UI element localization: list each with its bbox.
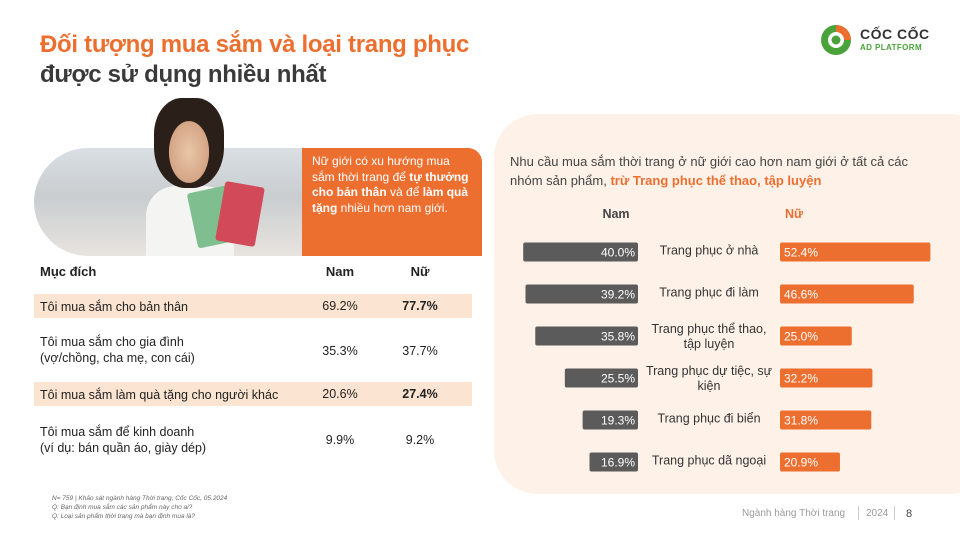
row-label-line-2: (vợ/chồng, cha mẹ, con cái) (40, 351, 195, 365)
footnote-line-1: N= 759 | Khảo sát ngành hàng Thời trang,… (52, 495, 228, 502)
page-title: Đối tượng mua sắm và loại trang phục đượ… (40, 30, 469, 90)
bar-nu (780, 242, 931, 262)
chart-panel-background (494, 114, 960, 494)
header-nu: Nữ (410, 264, 430, 279)
category-label: Trang phục đi làm (659, 286, 759, 300)
table-row: Tôi mua sắm cho gia đình (vợ/chồng, cha … (34, 332, 472, 370)
category-label: tập luyện (684, 337, 735, 351)
header-nam: Nam (325, 264, 355, 279)
hero-callout-text: Nữ giới có xu hướng mua sắm thời trang đ… (312, 154, 472, 216)
bar-label-nam: 35.8% (601, 330, 635, 344)
bar-label-nam: 19.3% (601, 414, 635, 428)
footnote-line-3: Q: Loại sản phẩm thời trang mà bạn định … (52, 513, 196, 520)
logo-brand: CỐC CỐC (860, 26, 930, 42)
hero-banner: Nữ giới có xu hướng mua sắm thời trang đ… (34, 98, 482, 256)
bar-nam (589, 452, 638, 472)
bar-nam (525, 284, 638, 304)
hero-text-bold-2: làm quà tặng (312, 185, 469, 215)
row-value-nu: 9.2% (405, 433, 435, 447)
bar-nu (780, 284, 914, 304)
bar-nam (535, 326, 638, 346)
row-label: Tôi mua sắm làm quà tặng cho người khác (40, 388, 279, 402)
bar-nam (564, 368, 638, 388)
row-label: Tôi mua sắm cho gia đình (vợ/chồng, cha … (40, 334, 195, 366)
hero-callout: Nữ giới có xu hướng mua sắm thời trang đ… (302, 148, 482, 256)
footer-divider (894, 506, 895, 520)
row-label: Tôi mua sắm cho bản thân (40, 300, 188, 314)
page-number: 8 (906, 508, 913, 520)
row-value-nam: 35.3% (322, 344, 358, 358)
chart-intro-text: Nhu cầu mua sắm thời trang ở nữ giới cao… (510, 154, 909, 188)
table-row: Tôi mua sắm để kinh doanh (ví dụ: bán qu… (34, 422, 472, 460)
bar-label-nu: 46.6% (784, 288, 818, 302)
footnote: N= 759 | Khảo sát ngành hàng Thời trang,… (52, 494, 227, 521)
row-label-line-1: Tôi mua sắm để kinh doanh (40, 425, 195, 439)
legend-nu: Nữ (785, 207, 804, 221)
hero-text-bold-1: tự thưởng cho bản thân (312, 169, 469, 200)
logo-sub: AD PLATFORM (860, 43, 923, 52)
title-line-1: Đối tượng mua sắm và loại trang phục (40, 31, 470, 58)
bar-label-nu: 25.0% (784, 330, 818, 344)
row-label-line-2: (ví dụ: bán quần áo, giày dép) (40, 441, 207, 455)
bar-nu (780, 410, 872, 430)
category-label: kiện (698, 379, 721, 393)
row-value-nam: 69.2% (322, 299, 358, 313)
hero-text-part-1: Nữ giới có xu hướng mua sắm thời trang đ… (312, 154, 450, 184)
coccoc-logo-icon (821, 25, 851, 55)
coccoc-logo: CỐC CỐC AD PLATFORM (818, 22, 938, 58)
row-value-nam: 20.6% (322, 387, 358, 401)
hero-text-part-3: nhiều hơn nam giới. (337, 200, 448, 215)
category-label: Trang phục thể thao, (652, 322, 767, 336)
bar-nu (780, 452, 840, 472)
apparel-type-chart: Nam Nữ 40.0% 52.4% Trang phục ở nhà 39.2% 46.6… (523, 207, 931, 472)
row-value-nam: 9.9% (325, 433, 355, 447)
row-label-line-1: Tôi mua sắm cho gia đình (40, 335, 184, 349)
photo-woman-head (154, 98, 224, 188)
row-label: Tôi mua sắm để kinh doanh (ví dụ: bán qu… (40, 424, 206, 456)
bar-nam (582, 410, 638, 430)
chart-intro-highlight: trừ Trang phục thể thao, tập luyện (610, 173, 822, 188)
row-value-nu: 27.4% (402, 387, 438, 401)
chart-intro: Nhu cầu mua sắm thời trang ở nữ giới cao… (510, 152, 910, 190)
footer-year: 2024 (866, 508, 889, 519)
shopping-woman-photo (34, 148, 334, 256)
footer-section: Ngành hàng Thời trang (742, 508, 846, 519)
row-value-nu: 77.7% (402, 299, 438, 313)
legend-nam: Nam (602, 207, 629, 221)
table-header: Mục đích Nam Nữ (34, 262, 472, 284)
bar-nu (780, 368, 873, 388)
bar-label-nu: 52.4% (784, 246, 818, 260)
bar-label-nam: 16.9% (601, 456, 635, 470)
bar-label-nam: 25.5% (601, 372, 635, 386)
row-value-nu: 37.7% (402, 344, 438, 358)
table-row: Tôi mua sắm cho bản thân 69.2% 77.7% (34, 294, 472, 318)
header-purpose: Mục đích (40, 264, 97, 279)
bar-label-nu: 32.2% (784, 372, 818, 386)
footer-divider (858, 506, 859, 520)
footnote-line-2: Q: Bạn định mua sắm các sản phẩm này cho… (52, 504, 193, 511)
category-label: Trang phục ở nhà (660, 244, 759, 258)
title-line-2: được sử dụng nhiều nhất (40, 61, 327, 88)
category-label: Trang phục dự tiệc, sự (646, 364, 772, 378)
bar-label-nu: 20.9% (784, 456, 818, 470)
hero-text-part-2: và để (386, 185, 423, 199)
table-row: Tôi mua sắm làm quà tặng cho người khác … (34, 382, 472, 406)
category-label: Trang phục đi biển (657, 412, 760, 426)
bar-label-nam: 40.0% (601, 246, 635, 260)
bar-label-nam: 39.2% (601, 288, 635, 302)
category-label: Trang phục dã ngoại (652, 454, 766, 468)
bar-label-nu: 31.8% (784, 414, 818, 428)
bar-nam (523, 242, 638, 262)
bar-nu (780, 326, 852, 346)
